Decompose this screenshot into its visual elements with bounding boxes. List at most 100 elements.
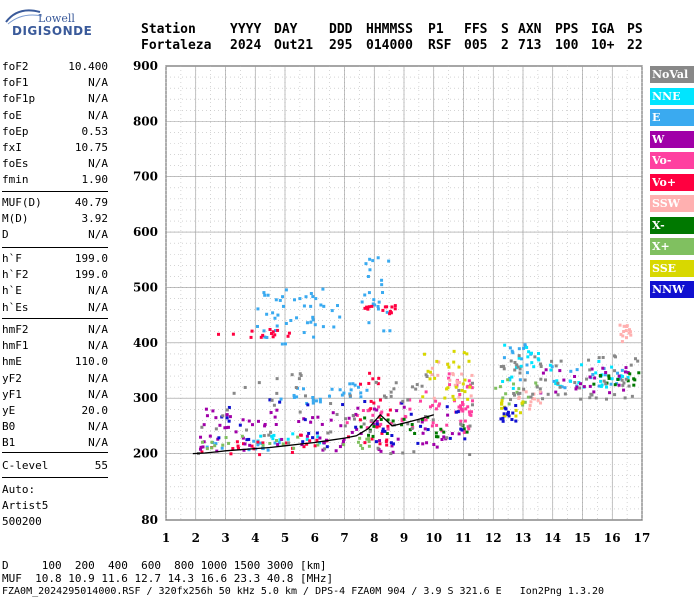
echo-point [380,278,384,282]
echo-point [544,368,548,372]
x-tick-label: 12 [485,531,502,545]
echo-point [308,439,312,443]
echo-point [445,423,449,427]
echo-point [456,381,460,385]
echo-point [227,419,231,423]
echo-point [587,358,591,362]
header-day-label: DAY [274,22,298,37]
y-tick-label: 80 [141,513,158,527]
echo-point [593,376,597,380]
echo-point [435,359,439,363]
echo-point [214,427,218,431]
echo-point [528,403,532,407]
echo-point [340,393,344,397]
echo-point [623,396,627,400]
echo-point [426,428,430,432]
echo-point [508,376,512,380]
header-ps-value: 22 [627,38,643,53]
header-ps-label: PS [627,22,643,37]
echo-point [351,382,355,386]
echo-point [531,392,535,396]
echo-point [276,443,280,447]
echo-point [460,372,464,376]
echo-point [632,383,636,387]
echo-point [385,305,389,309]
echo-point [229,452,233,456]
param-row: C-level 55 [2,459,108,474]
echo-point [330,387,334,391]
param-row: D N/A [2,228,108,243]
echo-point [543,378,547,382]
echo-point [249,335,253,339]
echo-point [371,259,375,263]
echo-point [236,444,240,448]
echo-point [518,411,522,415]
echo-point [436,373,440,377]
echo-point [309,420,313,424]
param-row: hmF2 N/A [2,323,108,338]
param-name: yF2 [2,371,22,385]
echo-point [597,359,601,363]
echo-point [271,311,275,315]
echo-point [378,398,382,402]
echo-point [392,387,396,391]
param-row: B1 N/A [2,436,108,451]
echo-point [354,425,358,429]
echo-point [250,329,254,333]
echo-point [247,419,251,423]
echo-point [531,396,535,400]
echo-point [322,304,326,308]
header-p1-value: RSF [428,38,452,53]
x-tick-label: 14 [544,531,561,545]
echo-point [624,336,628,340]
header-year-value: 2024 [230,38,262,53]
echo-point [367,321,371,325]
legend-item: E [650,109,694,126]
echo-point [363,293,367,297]
echo-point [515,390,519,394]
header-axn-value: 713 [518,38,542,53]
echo-point [518,367,522,371]
echo-point [311,398,315,402]
echo-point [448,436,452,440]
x-tick-label: 7 [340,531,348,545]
param-row: hmF1 N/A [2,339,108,354]
y-tick-label: 800 [133,114,158,128]
echo-point [466,405,470,409]
echo-point [384,396,388,400]
echo-point [307,431,311,435]
echo-point [224,436,228,440]
echo-point [517,347,521,351]
echo-point [335,412,339,416]
echo-point [613,369,617,373]
echo-point [451,394,455,398]
echo-point [296,435,300,439]
echo-point [419,424,423,428]
echo-point [435,423,439,427]
echo-point [511,351,515,355]
echo-point [275,377,279,381]
echo-point [610,365,614,369]
param-name: hmF2 [2,323,29,336]
echo-point [508,346,512,350]
echo-point [351,413,355,417]
echo-point [448,378,452,382]
echo-point [372,422,376,426]
echo-point [523,378,527,382]
echo-point [313,323,317,327]
echo-point [599,374,603,378]
param-name: D [2,228,9,242]
echo-point [391,442,395,446]
echo-point [498,385,502,389]
echo-point [228,415,232,419]
echo-point [348,382,352,386]
echo-point [215,449,219,453]
echo-point [430,424,434,428]
echo-point [410,426,414,430]
echo-point [201,445,205,449]
echo-point [537,358,541,362]
echo-point [309,320,313,324]
echo-point [418,399,422,403]
echo-point [242,448,246,452]
echo-point [298,297,302,301]
